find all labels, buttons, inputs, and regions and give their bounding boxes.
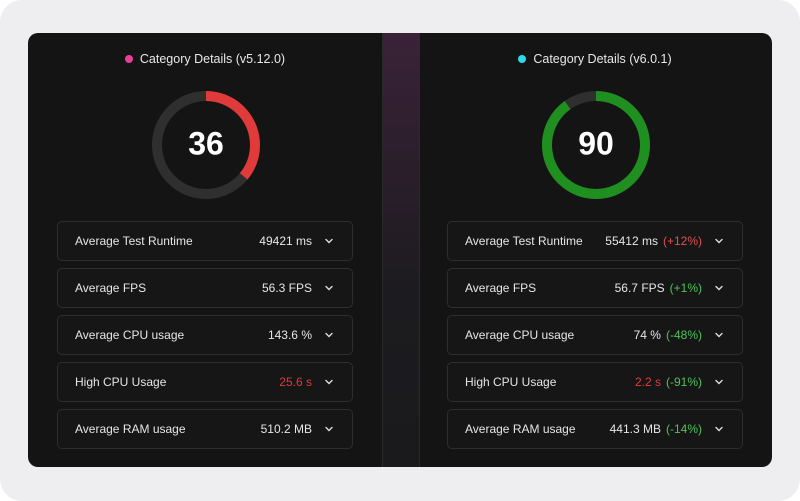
metric-diff: (+12%) [662,234,702,248]
metric-value: 143.6 % [267,328,312,342]
metric-label: Average RAM usage [75,422,186,436]
dashboard: Category Details (v5.12.0) 36 Average Test… [28,33,772,467]
metric-row[interactable]: Average CPU usage 74 % (-48%) [447,315,743,355]
metric-value: 510.2 MB [260,422,312,436]
metric-value: 55412 ms [605,234,658,248]
score-gauge: 90 [542,91,650,199]
metric-row[interactable]: Average RAM usage 510.2 MB [57,409,353,449]
metric-row[interactable]: Average Test Runtime 49421 ms [57,221,353,261]
metric-value: 441.3 MB [609,422,661,436]
chevron-icon [715,332,723,338]
metric-value: 56.3 FPS [261,281,312,295]
panel: Category Details (v6.0.1) 90 Average Test … [418,33,772,467]
chevron-icon [325,238,333,244]
status-dot [124,55,133,63]
gauge-arc [152,91,260,199]
expand-chevron[interactable] [714,377,724,387]
chevron-icon [715,238,723,244]
chevron-icon [325,332,333,338]
metric-label: Average Test Runtime [75,234,193,248]
score-value: 36 [188,125,224,161]
metric-diff: (-91%) [665,375,702,389]
panel-header: Category Details (v6.0.1) [418,52,772,66]
expand-chevron[interactable] [324,424,334,434]
metric-label: Average RAM usage [465,422,576,436]
metric-diff: (+1%) [669,281,702,295]
metric-label: Average CPU usage [75,328,185,342]
score-gauge: 36 [152,91,260,199]
panel-title: Category Details (v5.12.0) [139,52,286,66]
score-value: 90 [578,125,614,161]
metric-value: 74 % [633,328,661,342]
status-dot [518,55,527,63]
metric-label: High CPU Usage [75,375,167,389]
panel-title: Category Details (v6.0.1) [533,52,672,66]
chevron-icon [715,285,723,291]
panel-header: Category Details (v5.12.0) [28,52,382,66]
chevron-icon [325,426,333,432]
metric-label: Average FPS [75,281,147,295]
expand-chevron[interactable] [324,330,334,340]
expand-chevron[interactable] [324,236,334,246]
metric-diff: (-48%) [665,328,702,342]
chevron-icon [715,426,723,432]
expand-chevron[interactable] [714,236,724,246]
metric-label: Average FPS [465,281,537,295]
metric-row[interactable]: Average CPU usage 143.6 % [57,315,353,355]
metric-row[interactable]: High CPU Usage 25.6 s [57,362,353,402]
divider [382,33,420,467]
metric-label: Average CPU usage [465,328,575,342]
panel: Category Details (v5.12.0) 36 Average Test… [28,33,382,467]
expand-chevron[interactable] [714,330,724,340]
metric-label: High CPU Usage [465,375,557,389]
metric-value: 49421 ms [259,234,312,248]
chevron-icon [325,285,333,291]
metric-row[interactable]: Average FPS 56.3 FPS [57,268,353,308]
metric-label: Average Test Runtime [465,234,583,248]
chevron-icon [715,379,723,385]
expand-chevron[interactable] [324,283,334,293]
chevron-icon [325,379,333,385]
gauge-arc [542,91,650,199]
expand-chevron[interactable] [714,424,724,434]
metric-value: 25.6 s [279,375,312,389]
metric-row[interactable]: High CPU Usage 2.2 s (-91%) [447,362,743,402]
expand-chevron[interactable] [324,377,334,387]
metric-diff: (-14%) [665,422,702,436]
metric-row[interactable]: Average FPS 56.7 FPS (+1%) [447,268,743,308]
metric-row[interactable]: Average Test Runtime 55412 ms (+12%) [447,221,743,261]
metric-row[interactable]: Average RAM usage 441.3 MB (-14%) [447,409,743,449]
metric-value: 2.2 s [634,375,661,389]
expand-chevron[interactable] [714,283,724,293]
metric-value: 56.7 FPS [614,281,665,295]
